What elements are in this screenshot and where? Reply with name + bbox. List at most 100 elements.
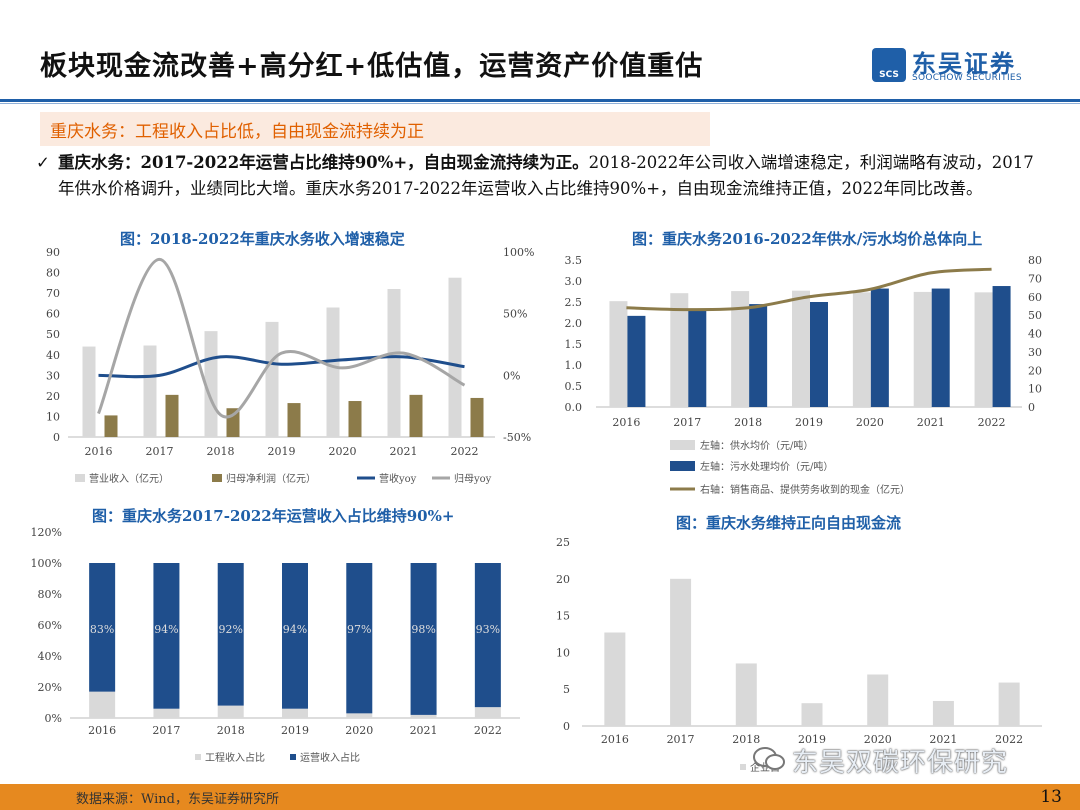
chart1-bar-1-3	[287, 403, 301, 437]
chart1-legend-label-0: 营业收入（亿元）	[89, 472, 169, 485]
chart1-legend-label-1: 归母净利润（亿元）	[226, 472, 316, 485]
chart1-legend-swatch-1	[212, 474, 222, 482]
chart2-xtick-2: 2018	[734, 416, 762, 429]
chart3-data-label-4: 97%	[347, 623, 371, 636]
chart3-bar-0-1	[153, 708, 180, 718]
chart3-xtick-4: 2020	[345, 724, 373, 737]
chart3-xtick-0: 2016	[88, 724, 116, 737]
chart2-yright-tick-0: 0	[1028, 401, 1035, 414]
watermark-text: 东吴双碳环保研究	[792, 748, 1009, 778]
chart2-xtick-1: 2017	[673, 416, 701, 429]
chart1-yright-tick-3: 100%	[503, 246, 534, 259]
page-title: 板块现金流改善+高分红+低估值，运营资产价值重估	[40, 51, 704, 82]
chart1-yleft-tick-4: 40	[46, 349, 60, 362]
chart3-legend-label-1: 运营收入占比	[300, 751, 360, 764]
chart1-bar-1-1	[165, 394, 179, 437]
chart2-line-0	[626, 267, 992, 312]
chart3-yleft-tick-6: 120%	[31, 526, 62, 539]
chart3-bar-1-4	[346, 563, 373, 714]
chart1-yleft-tick-9: 90	[46, 246, 60, 259]
chart4-xtick-5: 2021	[929, 733, 957, 746]
check-icon: ✓	[36, 153, 50, 172]
chart3-data-label-2: 92%	[218, 623, 242, 636]
chart3-bar-1-2	[217, 563, 244, 706]
chart3-data-label-6: 93%	[476, 623, 500, 636]
chart2-bar-1-6	[992, 286, 1011, 407]
chart4-xtick-6: 2022	[995, 733, 1023, 746]
chart4-xtick-0: 2016	[601, 733, 629, 746]
logo-mark-icon: SCS	[872, 48, 906, 82]
chart4-bar-0	[604, 632, 626, 726]
chart1-bar-1-6	[470, 397, 484, 437]
chart3-bar-0-4	[346, 713, 373, 718]
chart2-yleft-tick-4: 2.0	[565, 317, 583, 330]
chart1-yleft-tick-0: 0	[53, 431, 60, 444]
chart2-yleft-tick-6: 3.0	[565, 275, 583, 288]
chart1-bar-0-1	[143, 345, 157, 437]
chart2-legend-label-2: 右轴：销售商品、提供劳务收到的现金（亿元）	[700, 483, 910, 496]
chart3-xtick-3: 2019	[281, 724, 309, 737]
chart2-xtick-4: 2020	[856, 416, 884, 429]
chart2-legend-label-1: 左轴：污水处理均价（元/吨）	[700, 460, 833, 473]
chart3-yleft-tick-1: 20%	[38, 681, 62, 694]
chart1-xtick-2: 2018	[207, 445, 235, 458]
section-subtitle: 重庆水务：工程收入占比低，自由现金流持续为正	[40, 112, 710, 146]
chart2-yright-tick-5: 50	[1028, 309, 1042, 322]
chart1-yright-tick-2: 50%	[503, 308, 527, 321]
chart3-bar-1-3	[282, 563, 308, 709]
chart3-data-label-0: 83%	[90, 623, 114, 636]
chart2-bar-1-1	[688, 309, 707, 407]
chart1-title: 图：2018-2022年重庆水务收入增速稳定	[120, 230, 405, 248]
chart1-yright-tick-1: 0%	[503, 369, 520, 382]
chart1-yright-tick-0: -50%	[503, 431, 531, 444]
chart2-legend-swatch-1	[670, 461, 695, 471]
chart2-yright-tick-7: 70	[1028, 272, 1042, 285]
chart2-title: 图：重庆水务2016-2022年供水/污水均价总体向上	[632, 230, 983, 248]
chart1-bar-0-0	[82, 346, 96, 437]
chart3-data-label-3: 94%	[283, 623, 307, 636]
chart2-bar-0-2	[731, 291, 750, 407]
chart2-yright-tick-4: 40	[1028, 328, 1042, 341]
chart2-xtick-5: 2021	[917, 416, 945, 429]
chart2-xtick-6: 2022	[978, 416, 1006, 429]
chart3-revenue-share: 0% 20% 40% 60% 80% 100% 120% 2016 2017 2018 2019 20…	[31, 526, 520, 764]
chart2-bar-0-3	[792, 290, 810, 407]
chart3-legend-swatch-0	[195, 754, 201, 760]
chart4-xtick-3: 2019	[798, 733, 826, 746]
chart2-yright-tick-1: 10	[1028, 383, 1042, 396]
chart1-yleft-tick-8: 80	[46, 267, 60, 280]
chart4-xtick-2: 2018	[732, 733, 760, 746]
chart2-yleft-tick-7: 3.5	[565, 254, 583, 267]
chart1-xtick-4: 2020	[329, 445, 357, 458]
footer-bar: 数据来源：Wind，东吴证券研究所 13	[0, 784, 1080, 810]
chart4-bar-3	[801, 703, 823, 726]
chart3-title: 图：重庆水务2017-2022年运营收入占比维持90%+	[92, 507, 455, 525]
chart2-yright-tick-2: 20	[1028, 364, 1042, 377]
brand-logo: SCS 东吴证券 SOOCHOW SECURITIES	[872, 46, 1032, 86]
chart3-xtick-1: 2017	[152, 724, 180, 737]
footer-source: 数据来源：Wind，东吴证券研究所	[76, 792, 279, 807]
chart1-legend-swatch-0	[75, 474, 85, 482]
chart3-yleft-tick-5: 100%	[31, 557, 62, 570]
chart3-legend-swatch-1	[290, 754, 296, 760]
chart1-bar-0-5	[387, 289, 401, 437]
chart1-yleft-tick-1: 10	[46, 410, 60, 423]
chart3-data-label-1: 94%	[154, 623, 178, 636]
page-number: 13	[1040, 787, 1062, 807]
chart1-xtick-0: 2016	[85, 445, 113, 458]
chart1-yleft-tick-7: 70	[46, 287, 60, 300]
chart3-yleft-tick-3: 60%	[38, 619, 62, 632]
chart2-yleft-tick-2: 1.0	[565, 359, 583, 372]
chart2-bar-1-2	[749, 304, 768, 407]
chart3-xtick-6: 2022	[474, 724, 502, 737]
chart1-yleft-tick-2: 20	[46, 390, 60, 403]
chart3-bar-0-5	[410, 714, 437, 718]
chart3-bar-1-5	[410, 563, 437, 715]
chart3-bar-0-0	[89, 691, 116, 718]
chart4-bar-1	[670, 578, 692, 726]
chart3-xtick-5: 2021	[410, 724, 438, 737]
chart2-yright-tick-8: 80	[1028, 254, 1042, 267]
chart2-yright-tick-6: 60	[1028, 291, 1042, 304]
chart2-bar-0-4	[852, 292, 871, 407]
